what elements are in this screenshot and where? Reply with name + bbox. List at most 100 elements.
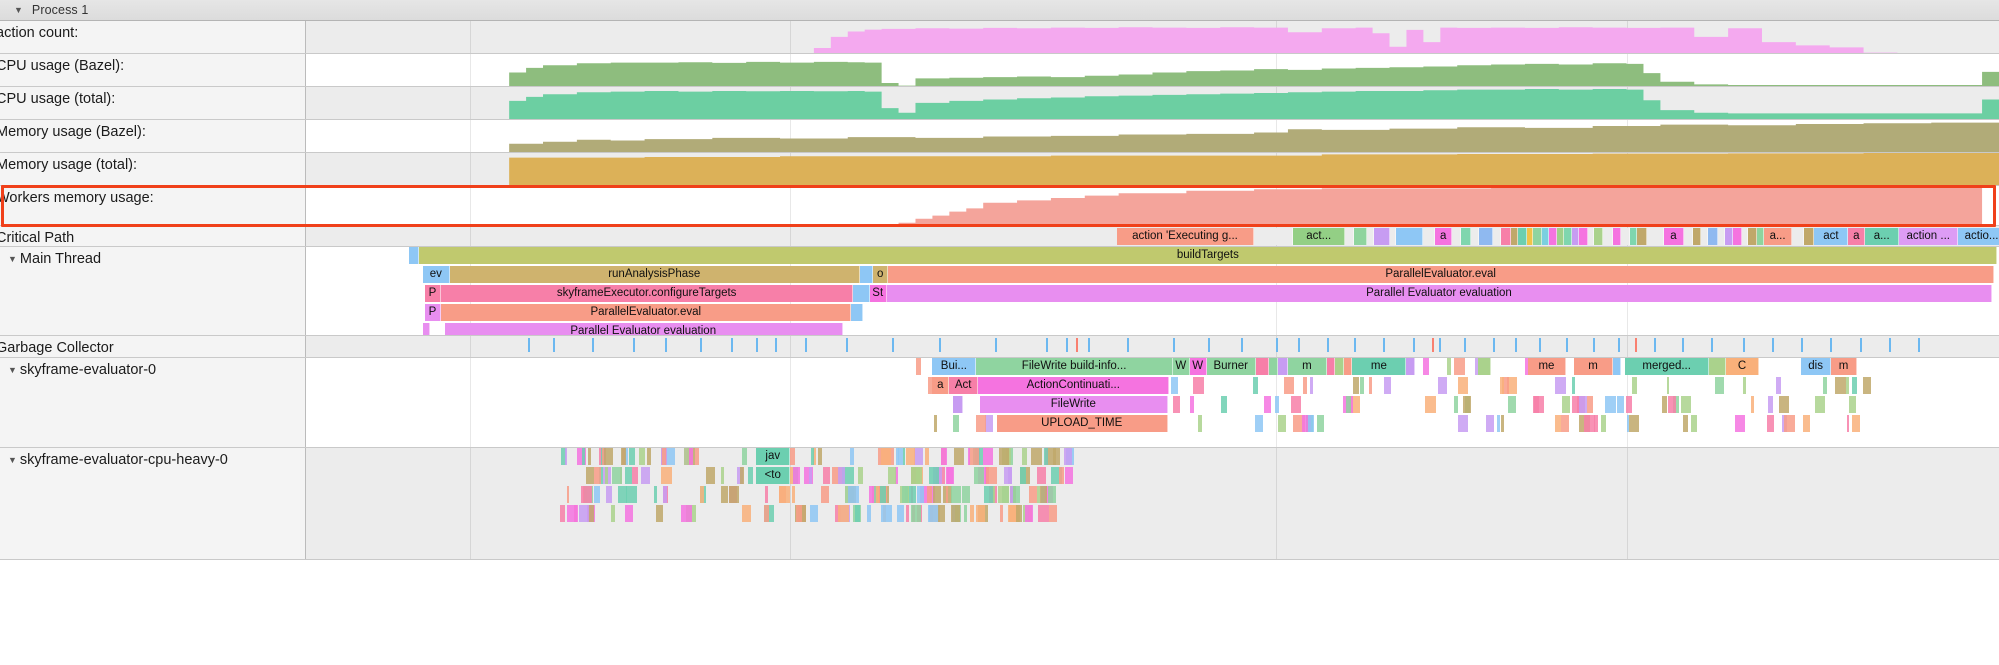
- slice[interactable]: [999, 505, 1004, 522]
- slice[interactable]: [1572, 377, 1576, 394]
- slice[interactable]: [1775, 377, 1781, 394]
- slice[interactable]: [654, 486, 658, 503]
- slice[interactable]: [1684, 228, 1693, 245]
- slice[interactable]: ParallelEvaluator.eval: [888, 266, 1994, 283]
- slice[interactable]: m: [1831, 358, 1857, 375]
- gc-instant-marker[interactable]: [1772, 338, 1775, 352]
- slice[interactable]: [1255, 358, 1270, 375]
- slice[interactable]: [1423, 228, 1436, 245]
- slice[interactable]: [946, 467, 954, 484]
- slice[interactable]: [1586, 396, 1594, 413]
- slice[interactable]: [765, 486, 768, 503]
- slice[interactable]: [1278, 415, 1287, 432]
- slice[interactable]: [1220, 396, 1228, 413]
- slice[interactable]: [1849, 396, 1857, 413]
- slice[interactable]: [1051, 467, 1063, 484]
- slice[interactable]: [625, 467, 633, 484]
- slice[interactable]: [880, 448, 892, 465]
- track-row-memory-usage-bazel[interactable]: Memory usage (Bazel):: [0, 120, 1999, 153]
- slice[interactable]: [594, 467, 601, 484]
- slice[interactable]: [1453, 396, 1458, 413]
- slice[interactable]: [810, 505, 819, 522]
- slice[interactable]: Act: [949, 377, 979, 394]
- slice[interactable]: [1425, 396, 1437, 413]
- slice[interactable]: [1792, 228, 1805, 245]
- slice[interactable]: [1863, 377, 1872, 394]
- track-label-action-count[interactable]: action count:: [0, 21, 306, 54]
- slice[interactable]: [610, 505, 616, 522]
- slice[interactable]: [605, 467, 608, 484]
- slice[interactable]: [998, 486, 1010, 503]
- slice[interactable]: [599, 467, 603, 484]
- slice[interactable]: [1460, 228, 1471, 245]
- triangle-down-icon[interactable]: ▼: [8, 365, 17, 375]
- slice[interactable]: [930, 486, 936, 503]
- slice[interactable]: [881, 505, 892, 522]
- slice[interactable]: [851, 304, 863, 321]
- slice[interactable]: ParallelEvaluator.eval: [441, 304, 852, 321]
- slice[interactable]: Parallel Evaluator evaluation: [886, 285, 1993, 302]
- slice[interactable]: [578, 505, 589, 522]
- slice[interactable]: [567, 505, 578, 522]
- slice[interactable]: [1009, 486, 1014, 503]
- slice[interactable]: [1661, 396, 1667, 413]
- slice[interactable]: [1724, 228, 1734, 245]
- slice[interactable]: [1751, 396, 1755, 413]
- slice[interactable]: skyframeExecutor.configureTargets: [441, 285, 853, 302]
- gc-instant-marker[interactable]: [1800, 338, 1803, 352]
- gc-instant-marker[interactable]: [1353, 338, 1356, 352]
- slice[interactable]: [1709, 358, 1727, 375]
- slice[interactable]: [928, 467, 939, 484]
- slice[interactable]: [1252, 377, 1258, 394]
- slice[interactable]: [859, 266, 874, 283]
- slice[interactable]: m: [1574, 358, 1613, 375]
- gc-instant-marker[interactable]: [891, 338, 894, 352]
- slice[interactable]: action ...: [1899, 228, 1959, 245]
- slice[interactable]: [1031, 448, 1042, 465]
- track-label-critical-path[interactable]: Critical Path: [0, 226, 306, 247]
- slice[interactable]: St: [869, 285, 887, 302]
- slice[interactable]: [915, 358, 922, 375]
- slice[interactable]: [874, 486, 878, 503]
- slice[interactable]: dis: [1800, 358, 1832, 375]
- slice[interactable]: [911, 505, 922, 522]
- gc-instant-marker-major[interactable]: [1076, 338, 1079, 352]
- slice[interactable]: [1682, 415, 1689, 432]
- triangle-down-icon[interactable]: ▼: [14, 4, 23, 15]
- slice[interactable]: [1021, 448, 1028, 465]
- track-row-memory-usage-total[interactable]: Memory usage (total):: [0, 153, 1999, 186]
- slice[interactable]: [567, 486, 570, 503]
- gc-instant-marker[interactable]: [592, 338, 595, 352]
- slice[interactable]: [804, 467, 814, 484]
- slice[interactable]: [842, 467, 854, 484]
- gc-instant-marker[interactable]: [553, 338, 556, 352]
- slice[interactable]: [976, 505, 986, 522]
- slice[interactable]: [1020, 467, 1026, 484]
- slice[interactable]: me: [1352, 358, 1407, 375]
- slice[interactable]: [982, 448, 994, 465]
- slice[interactable]: [1707, 228, 1718, 245]
- slice[interactable]: W: [1189, 358, 1207, 375]
- slice[interactable]: [1741, 228, 1749, 245]
- slice[interactable]: [779, 486, 790, 503]
- slice[interactable]: [1037, 467, 1046, 484]
- slice[interactable]: [1477, 358, 1492, 375]
- slice[interactable]: C: [1726, 358, 1759, 375]
- gc-instant-marker[interactable]: [774, 338, 777, 352]
- gc-instant-marker[interactable]: [1917, 338, 1920, 352]
- slice[interactable]: [858, 467, 864, 484]
- slice[interactable]: [588, 505, 594, 522]
- slice[interactable]: [792, 486, 796, 503]
- slice[interactable]: [612, 467, 623, 484]
- slice[interactable]: [911, 467, 920, 484]
- gc-instant-marker[interactable]: [1514, 338, 1517, 352]
- gc-instant-marker[interactable]: [1538, 338, 1541, 352]
- gc-instant-marker[interactable]: [1172, 338, 1175, 352]
- track-canvas-main-thread[interactable]: buildTargets ev runAnalysisPhase o ParallelE…: [306, 247, 1999, 336]
- slice[interactable]: [1557, 228, 1564, 245]
- slice[interactable]: a: [1663, 228, 1685, 245]
- slice[interactable]: FileWrite: [979, 396, 1168, 413]
- slice[interactable]: [1587, 228, 1595, 245]
- slice[interactable]: UPLOAD_TIME: [996, 415, 1168, 432]
- slice[interactable]: [1846, 415, 1850, 432]
